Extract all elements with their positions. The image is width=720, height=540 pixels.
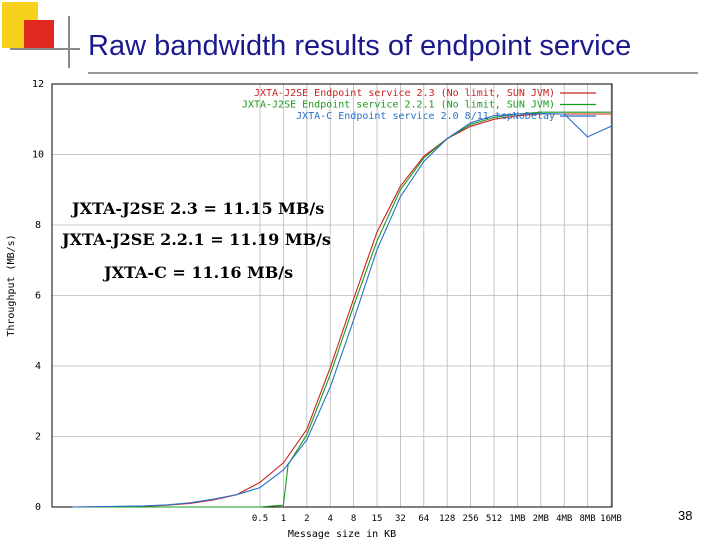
legend-entry-1: JXTA-J2SE Endpoint service 2.3 (No limit… <box>254 88 555 99</box>
x-tick-label: 64 <box>418 514 429 524</box>
x-tick-label: 32 <box>395 514 406 524</box>
x-tick-label: 128 <box>439 514 455 524</box>
legend-entry-3: JXTA-C Endpoint service 2.0 8/11 tcpNoDe… <box>296 111 555 122</box>
x-tick-label: 8 <box>351 514 356 524</box>
x-tick-label: 1 <box>281 514 286 524</box>
x-tick-label: 8MB <box>579 514 595 524</box>
y-tick-label: 8 <box>35 220 41 231</box>
y-tick-label: 10 <box>32 150 44 161</box>
page-number: 38 <box>678 508 693 523</box>
slide-decoration-horizontal-rule <box>10 48 80 50</box>
y-tick-label: 4 <box>35 361 41 372</box>
legend-entry-2: JXTA-J2SE Endpoint service 2.2.1 (No lim… <box>242 100 555 111</box>
series-line-2 <box>72 111 611 508</box>
x-tick-label: 2MB <box>533 514 549 524</box>
series-line-3 <box>72 113 612 508</box>
chart-legend: JXTA-J2SE Endpoint service 2.3 (No limit… <box>242 88 596 122</box>
chart-annotations: JXTA-J2SE 2.3 = 11.15 MB/s JXTA-J2SE 2.2.… <box>60 199 331 282</box>
annotation-label-3: JXTA-C = 11.16 MB/s <box>102 263 293 282</box>
title-rule <box>88 72 698 74</box>
chart-grid <box>52 84 612 507</box>
annotation-label-2: JXTA-J2SE 2.2.1 = 11.19 MB/s <box>60 230 331 249</box>
y-tick-label: 6 <box>35 291 41 302</box>
series-line-1 <box>72 113 611 508</box>
x-tick-label: 15 <box>372 514 383 524</box>
y-tick-label: 0 <box>35 502 41 513</box>
x-tick-label: 4MB <box>556 514 572 524</box>
plot-frame <box>51 83 613 508</box>
annotation-label-1: JXTA-J2SE 2.3 = 11.15 MB/s <box>70 199 324 218</box>
x-tick-label: 2 <box>304 514 309 524</box>
x-axis-label: Message size in KB <box>288 529 396 540</box>
slide-decoration-red-block <box>24 20 54 50</box>
x-tick-label: 512 <box>486 514 502 524</box>
slide-title: Raw bandwidth results of endpoint servic… <box>88 30 632 62</box>
y-axis-label: Throughput (MB/s) <box>6 234 17 336</box>
x-tick-label: 4 <box>327 514 332 524</box>
x-tick-label: 0.5 <box>252 514 268 524</box>
x-tick-label: 16MB <box>600 514 622 524</box>
y-tick-label: 12 <box>32 79 44 90</box>
x-tick-label: 1MB <box>509 514 525 524</box>
slide-decoration-vertical-rule <box>68 16 70 68</box>
chart-series <box>72 111 612 508</box>
x-tick-label: 256 <box>462 514 478 524</box>
y-tick-label: 2 <box>35 432 41 443</box>
chart-labels: Message size in KB Throughput (MB/s) <box>6 234 396 540</box>
